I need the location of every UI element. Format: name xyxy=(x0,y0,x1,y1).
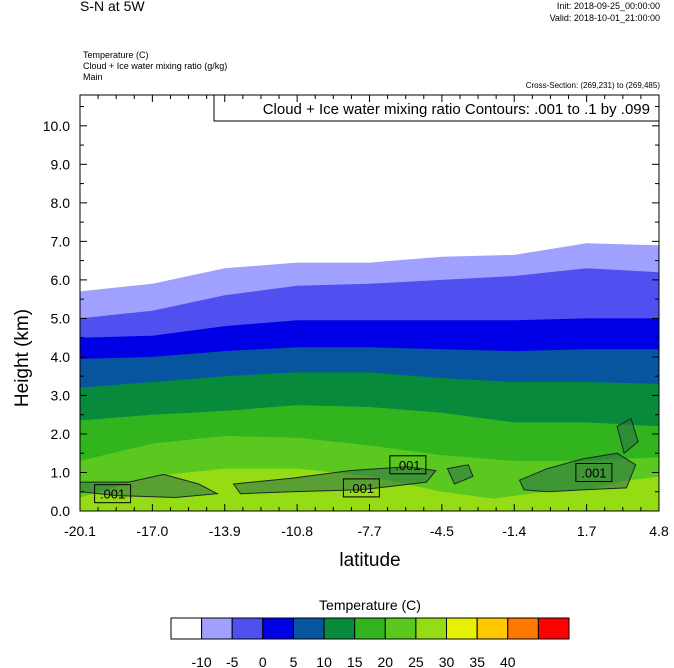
contour-label: .001 xyxy=(100,487,125,502)
x-tick-label: 4.8 xyxy=(649,523,669,539)
valid-time: Valid: 2018-10-01_21:00:00 xyxy=(549,13,660,23)
cross-section-label: Cross-Section: (269,231) to (269,485) xyxy=(525,81,660,90)
y-tick-label: 6.0 xyxy=(51,272,71,288)
field-label-temperature: Temperature (C) xyxy=(83,50,149,60)
contour-label-box xyxy=(389,455,427,475)
y-tick-label: 4.0 xyxy=(51,349,71,365)
colorbar-swatch xyxy=(446,617,478,640)
colorbar-label: 5 xyxy=(290,654,298,668)
y-axis: 0.0 1.0 2.0 3.0 4.0 5.0 6.0 7.0 8.0 9.0 10.0 xyxy=(43,106,659,519)
plot-title: S-N at 5W xyxy=(80,0,145,14)
y-tick-label: 2.0 xyxy=(51,426,71,442)
x-tick-label: -13.9 xyxy=(209,523,241,539)
y-axis-label: Height (km) xyxy=(12,308,33,408)
x-tick-label: -20.1 xyxy=(64,523,96,539)
cloud-contour-middle xyxy=(232,466,437,495)
x-tick-label: -1.4 xyxy=(502,523,526,539)
cloud-contour-right xyxy=(518,452,637,493)
contour-info-text: Cloud + Ice water mixing ratio Contours:… xyxy=(263,101,650,118)
colorbar-swatch xyxy=(507,617,539,640)
y-tick-label: 3.0 xyxy=(51,387,71,403)
contour-label: .001 xyxy=(581,466,606,481)
colorbar-swatch xyxy=(293,617,325,640)
x-tick-label: -4.5 xyxy=(430,523,454,539)
cloud-contour-small xyxy=(446,464,474,485)
colorbar: -10 -5 0 5 10 15 20 25 30 35 40 xyxy=(170,617,570,668)
colorbar-swatch xyxy=(476,617,509,640)
contour-label-box xyxy=(94,484,132,504)
colorbar-label: 10 xyxy=(316,654,332,668)
colorbar-swatch xyxy=(262,617,294,640)
contour-lines xyxy=(79,417,639,499)
x-tick-label: -10.8 xyxy=(281,523,313,539)
contour-labels: .001 .001 .001 .001 xyxy=(94,455,613,504)
contour-label-box xyxy=(575,463,613,482)
y-tick-label: 10.0 xyxy=(43,118,70,134)
temperature-band-7 xyxy=(80,468,659,511)
colorbar-swatch xyxy=(323,617,356,640)
temperature-band-lowright xyxy=(449,472,659,498)
colorbar-title: Temperature (C) xyxy=(319,597,421,613)
colorbar-swatch xyxy=(170,617,203,640)
cloud-contour-upper xyxy=(616,417,639,455)
colorbar-label: 40 xyxy=(500,654,516,668)
colorbar-swatch xyxy=(537,617,570,640)
init-time: Init: 2018-09-25_00:00:00 xyxy=(556,1,660,11)
cloud-contour-left xyxy=(79,473,219,499)
contour-info-box: Cloud + Ice water mixing ratio Contours:… xyxy=(213,94,660,122)
y-tick-label: 5.0 xyxy=(51,310,71,326)
y-tick-label: 9.0 xyxy=(51,156,71,172)
colorbar-label: -10 xyxy=(191,654,211,668)
colorbar-label: -5 xyxy=(226,654,239,668)
colorbar-label: 20 xyxy=(378,654,394,668)
colorbar-swatch xyxy=(354,617,386,640)
y-tick-label: 0.0 xyxy=(51,503,71,519)
colorbar-swatch xyxy=(201,617,233,640)
colorbar-label: 35 xyxy=(469,654,485,668)
colorbar-label: 15 xyxy=(347,654,363,668)
x-tick-label: -7.7 xyxy=(357,523,381,539)
field-label-cloud: Cloud + Ice water mixing ratio (g/kg) xyxy=(83,61,228,71)
x-axis-label: latitude xyxy=(339,550,401,571)
colorbar-swatch xyxy=(384,617,417,640)
colorbar-label: 25 xyxy=(408,654,424,668)
x-axis: -20.1 -17.0 -13.9 -10.8 -7.7 -4.5 -1.4 1.7 4.8 xyxy=(64,95,669,539)
colorbar-label: 0 xyxy=(259,654,267,668)
x-tick-label: 1.7 xyxy=(577,523,597,539)
y-tick-label: 7.0 xyxy=(51,233,71,249)
contour-label-box xyxy=(342,478,380,498)
colorbar-swatch xyxy=(231,617,264,640)
colorbar-swatch xyxy=(415,617,447,640)
y-tick-label: 8.0 xyxy=(51,195,71,211)
y-tick-label: 1.0 xyxy=(51,464,71,480)
contour-label: .001 xyxy=(349,481,374,496)
plot-area xyxy=(80,95,659,512)
field-label-main: Main xyxy=(83,72,103,82)
contour-label: .001 xyxy=(395,458,420,473)
colorbar-label: 30 xyxy=(439,654,455,668)
x-tick-label: -17.0 xyxy=(136,523,168,539)
